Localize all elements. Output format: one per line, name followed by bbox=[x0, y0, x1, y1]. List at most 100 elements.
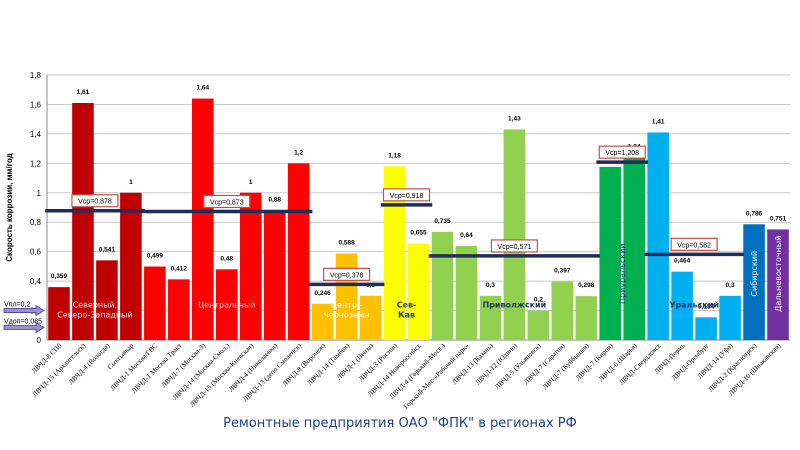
bar-value-label: 0,397 bbox=[554, 268, 571, 275]
y-tick-label: 0 bbox=[37, 336, 42, 345]
region-average-box bbox=[598, 145, 646, 159]
region-average-box bbox=[71, 194, 119, 208]
bar-value-label: 1 bbox=[129, 179, 133, 186]
bar bbox=[168, 279, 190, 340]
y-tick-label: 0,8 bbox=[30, 218, 42, 227]
bar bbox=[431, 231, 454, 340]
region-label: Уральский bbox=[669, 301, 719, 310]
bar-value-label: 1,18 bbox=[388, 152, 401, 159]
y-tick-label: 0,4 bbox=[30, 277, 42, 286]
bar-value-label: 0,2 bbox=[534, 297, 543, 304]
bar-value-label: 1,61 bbox=[77, 89, 90, 96]
y-tick-label: 1 bbox=[37, 189, 42, 198]
region-average-box bbox=[670, 237, 718, 251]
bar-value-label: 0,48 bbox=[220, 255, 233, 262]
x-tick-label: ЛВЧД-4 (Вологда) bbox=[67, 341, 112, 386]
bar bbox=[767, 229, 789, 340]
threshold-label: Vпл=0,2 bbox=[4, 302, 30, 309]
bar-value-label: 0,359 bbox=[51, 273, 68, 280]
bar bbox=[407, 243, 430, 340]
bar-value-label: 1,41 bbox=[652, 118, 665, 125]
x-tick-label: ЛВЧД-7 (Саратов) bbox=[522, 341, 567, 386]
bar bbox=[215, 269, 238, 340]
bar bbox=[239, 192, 262, 340]
region-average-label: Vср=0,582 bbox=[677, 242, 711, 249]
y-tick-label: 1,6 bbox=[30, 100, 42, 109]
region-average-label: Vср=0,378 bbox=[330, 272, 364, 279]
threshold-arrow bbox=[3, 304, 45, 317]
x-tick-label: ЛВЧД-Свердловск bbox=[618, 341, 663, 386]
bar-value-label: 0,655 bbox=[410, 230, 427, 237]
region-average-label: Vср=0,918 bbox=[390, 193, 424, 200]
bar-value-label: 0,246 bbox=[314, 290, 331, 297]
bar bbox=[479, 295, 502, 340]
region-label: Центр.- bbox=[331, 301, 363, 310]
bar-value-label: 1,43 bbox=[508, 115, 521, 122]
bar bbox=[192, 98, 214, 340]
region-average-label: Vср=0,571 bbox=[498, 244, 532, 251]
bar-value-label: 0,499 bbox=[147, 253, 164, 260]
region-average-box bbox=[203, 194, 251, 209]
bar bbox=[144, 266, 166, 340]
x-tick-label: ЛВЧД-7 (Москва-3) bbox=[160, 341, 208, 389]
region-average-label: Vср=0,878 bbox=[78, 199, 112, 206]
bar-value-label: 0,541 bbox=[99, 246, 116, 253]
region-label: Приуральский bbox=[618, 244, 627, 304]
x-tick-label: ЛВЧД-12 (Юдино) bbox=[474, 341, 520, 387]
region-average-box bbox=[382, 188, 431, 202]
bar-value-label: 0,298 bbox=[578, 282, 595, 289]
y-tick-label: 1,8 bbox=[30, 71, 42, 80]
bar bbox=[647, 132, 669, 340]
bar bbox=[263, 210, 286, 340]
y-tick-label: 1,2 bbox=[30, 159, 42, 168]
bar-value-label: 0,154 bbox=[698, 303, 715, 310]
region-label: Дальневосточный bbox=[774, 236, 783, 312]
bar bbox=[551, 281, 574, 340]
bar bbox=[383, 166, 406, 340]
region-average-box bbox=[490, 239, 538, 253]
bar-value-label: 1,2 bbox=[294, 149, 303, 156]
bar bbox=[359, 295, 382, 340]
bar bbox=[695, 317, 717, 340]
threshold-label: Vдоп=0,085 bbox=[4, 318, 42, 325]
threshold-arrow bbox=[3, 321, 45, 334]
bar-value-label: 0,464 bbox=[674, 258, 691, 265]
bar bbox=[96, 260, 118, 340]
bar bbox=[719, 295, 741, 340]
y-tick-label: 0,6 bbox=[30, 248, 42, 257]
bar bbox=[575, 296, 598, 340]
bar bbox=[455, 245, 478, 340]
bar-value-label: 0,735 bbox=[434, 218, 451, 225]
region-label: Кав bbox=[398, 311, 415, 320]
bar bbox=[503, 129, 526, 340]
bar bbox=[287, 163, 310, 340]
region-average-label: Vср=1,208 bbox=[605, 150, 639, 157]
region-average-box bbox=[322, 267, 371, 281]
bar-value-label: 0,3 bbox=[486, 282, 495, 289]
bar bbox=[527, 310, 550, 340]
bar-value-label: 1,64 bbox=[196, 85, 209, 92]
bar-value-label: 0,64 bbox=[460, 232, 473, 239]
region-label: Северо-Западный bbox=[57, 311, 132, 320]
bar bbox=[743, 224, 765, 340]
bar-value-label: 1 bbox=[249, 179, 253, 186]
y-axis-label: Скорость коррозии, мм/год bbox=[5, 153, 14, 261]
bar bbox=[48, 287, 70, 340]
bar-value-label: 0,412 bbox=[171, 265, 188, 272]
bar-value-label: 0,3 bbox=[726, 282, 735, 289]
region-label: черноземн bbox=[324, 311, 369, 320]
bar bbox=[335, 253, 358, 340]
region-label: Сев- bbox=[397, 301, 417, 310]
bar bbox=[311, 303, 334, 340]
bar bbox=[72, 102, 94, 340]
region-label: Приволжский bbox=[482, 301, 546, 310]
bar-value-label: 0,588 bbox=[338, 239, 355, 246]
x-tick-label: ЛВЧД-8 (Воронеж) bbox=[281, 341, 328, 388]
bar-value-label: 0,88 bbox=[268, 196, 281, 203]
y-tick-label: 1,4 bbox=[30, 130, 42, 139]
region-average-label: Vср=0,873 bbox=[210, 199, 244, 206]
bar bbox=[623, 157, 645, 340]
bar-value-label: 0,751 bbox=[770, 215, 787, 222]
bar bbox=[671, 271, 693, 340]
